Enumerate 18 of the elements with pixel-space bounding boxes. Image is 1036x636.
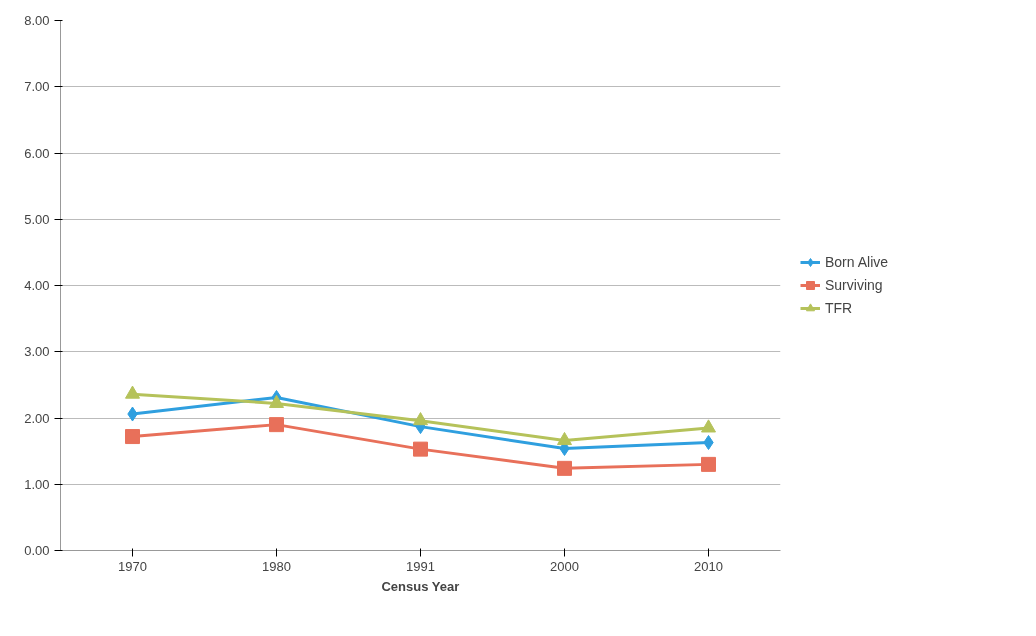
y-tick-label: 0.00: [24, 543, 50, 558]
y-tick-label: 5.00: [24, 211, 50, 227]
x-tick-label: 2010: [694, 558, 723, 574]
y-tick-label: 4.00: [24, 278, 50, 293]
legend-label: Surviving: [825, 277, 883, 293]
y-tick-label: 8.00: [24, 13, 50, 28]
legend-label: TFR: [825, 300, 853, 316]
x-tick-label: 1991: [406, 558, 435, 574]
x-tick-label: 2000: [550, 558, 579, 574]
x-tick-label: 1970: [118, 558, 147, 574]
y-tick-label: 7.00: [24, 79, 50, 95]
y-tick-label: 1.00: [24, 476, 50, 492]
x-axis-title: Census Year: [381, 578, 460, 594]
legend-label: Born Alive: [825, 254, 889, 270]
y-tick-label: 3.00: [24, 344, 50, 360]
x-tick-label: 1980: [262, 558, 291, 574]
y-tick-label: 2.00: [24, 410, 50, 426]
y-tick-label: 6.00: [24, 145, 50, 161]
